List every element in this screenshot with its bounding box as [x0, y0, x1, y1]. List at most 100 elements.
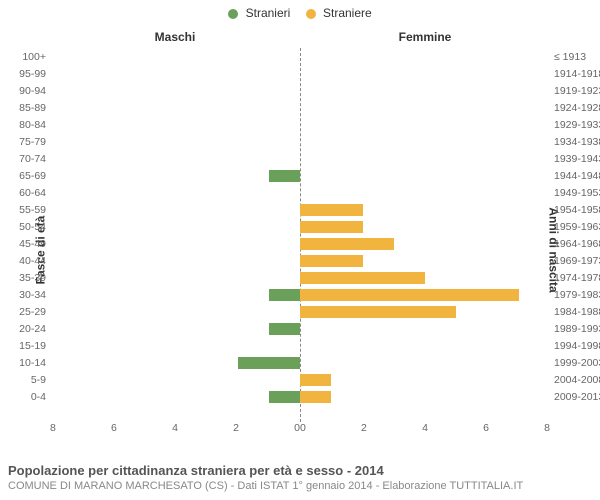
pyramid-row: 40-441969-1973	[50, 252, 550, 269]
pyramid-row: 45-491964-1968	[50, 235, 550, 252]
x-tick: 4	[172, 422, 178, 440]
x-tick: 8	[50, 422, 56, 440]
bar-cell-female	[300, 201, 550, 218]
bar-cell-female	[300, 354, 550, 371]
pyramid-row: 70-741939-1943	[50, 150, 550, 167]
age-label: 40-44	[2, 255, 46, 267]
bar-cell-male	[50, 337, 300, 354]
legend-swatch-female	[306, 9, 316, 19]
age-label: 95-99	[2, 68, 46, 80]
age-label: 100+	[2, 51, 46, 63]
age-label: 65-69	[2, 170, 46, 182]
bar-cell-female	[300, 133, 550, 150]
bar-female	[300, 255, 363, 267]
bar-cell-female	[300, 235, 550, 252]
bar-cell-female	[300, 286, 550, 303]
age-label: 90-94	[2, 85, 46, 97]
chart-subtitle: COMUNE DI MARANO MARCHESATO (CS) - Dati …	[8, 480, 523, 492]
x-tick: 8	[544, 422, 550, 440]
age-label: 5-9	[2, 374, 46, 386]
x-tick: 6	[111, 422, 117, 440]
bar-male	[269, 391, 300, 403]
birth-year-label: 1949-1953	[554, 187, 600, 199]
pyramid-row: 20-241989-1993	[50, 320, 550, 337]
birth-year-label: 1994-1998	[554, 340, 600, 352]
header-male: Maschi	[50, 30, 300, 48]
pyramid-row: 35-391974-1978	[50, 269, 550, 286]
legend-swatch-male	[228, 9, 238, 19]
bar-cell-male	[50, 303, 300, 320]
bar-cell-female	[300, 218, 550, 235]
bar-cell-male	[50, 48, 300, 65]
birth-year-label: 1924-1928	[554, 102, 600, 114]
bar-female	[300, 374, 331, 386]
birth-year-label: 1959-1963	[554, 221, 600, 233]
bar-cell-male	[50, 167, 300, 184]
pyramid-rows: 100+≤ 191395-991914-191890-941919-192385…	[50, 48, 550, 422]
bar-cell-male	[50, 252, 300, 269]
birth-year-label: 1979-1983	[554, 289, 600, 301]
age-label: 45-49	[2, 238, 46, 250]
bar-cell-male	[50, 184, 300, 201]
birth-year-label: 1944-1948	[554, 170, 600, 182]
age-label: 50-54	[2, 221, 46, 233]
pyramid-row: 60-641949-1953	[50, 184, 550, 201]
bar-male	[269, 289, 300, 301]
birth-year-label: 1914-1918	[554, 68, 600, 80]
birth-year-label: 2004-2008	[554, 374, 600, 386]
x-axis-left: 86420	[50, 422, 300, 440]
pyramid-row: 15-191994-1998	[50, 337, 550, 354]
legend: Stranieri Straniere	[0, 0, 600, 20]
bar-cell-female	[300, 337, 550, 354]
age-label: 30-34	[2, 289, 46, 301]
bar-cell-female	[300, 320, 550, 337]
bar-male	[269, 170, 300, 182]
bar-cell-female	[300, 252, 550, 269]
birth-year-label: 1919-1923	[554, 85, 600, 97]
bar-cell-female	[300, 167, 550, 184]
legend-item-female: Straniere	[306, 6, 372, 20]
bar-female	[300, 272, 425, 284]
pyramid-row: 50-541959-1963	[50, 218, 550, 235]
bar-cell-male	[50, 371, 300, 388]
pyramid-row: 10-141999-2003	[50, 354, 550, 371]
pyramid-row: 85-891924-1928	[50, 99, 550, 116]
x-tick: 2	[233, 422, 239, 440]
chart-container: Stranieri Straniere Fasce di età Anni di…	[0, 0, 600, 500]
birth-year-label: 1954-1958	[554, 204, 600, 216]
bar-cell-female	[300, 388, 550, 405]
bar-cell-female	[300, 303, 550, 320]
birth-year-label: 1939-1943	[554, 153, 600, 165]
age-label: 20-24	[2, 323, 46, 335]
bar-female	[300, 391, 331, 403]
bar-cell-male	[50, 116, 300, 133]
pyramid-row: 65-691944-1948	[50, 167, 550, 184]
x-tick: 2	[361, 422, 367, 440]
bar-cell-female	[300, 48, 550, 65]
chart-title: Popolazione per cittadinanza straniera p…	[8, 463, 523, 478]
birth-year-label: 2009-2013	[554, 391, 600, 403]
bar-female	[300, 289, 519, 301]
age-label: 25-29	[2, 306, 46, 318]
age-label: 55-59	[2, 204, 46, 216]
age-label: 70-74	[2, 153, 46, 165]
pyramid-row: 0-42009-2013	[50, 388, 550, 405]
bar-cell-male	[50, 218, 300, 235]
bar-cell-female	[300, 99, 550, 116]
bar-cell-male	[50, 286, 300, 303]
bar-cell-male	[50, 82, 300, 99]
bar-female	[300, 221, 363, 233]
bar-cell-male	[50, 320, 300, 337]
bar-cell-male	[50, 99, 300, 116]
age-label: 35-39	[2, 272, 46, 284]
birth-year-label: 1929-1933	[554, 119, 600, 131]
bar-cell-female	[300, 184, 550, 201]
bar-female	[300, 204, 363, 216]
bar-male	[238, 357, 301, 369]
birth-year-label: ≤ 1913	[554, 51, 600, 63]
bar-cell-female	[300, 65, 550, 82]
bar-female	[300, 238, 394, 250]
age-label: 0-4	[2, 391, 46, 403]
bar-cell-female	[300, 116, 550, 133]
x-axis: 86420 02468	[50, 422, 550, 440]
